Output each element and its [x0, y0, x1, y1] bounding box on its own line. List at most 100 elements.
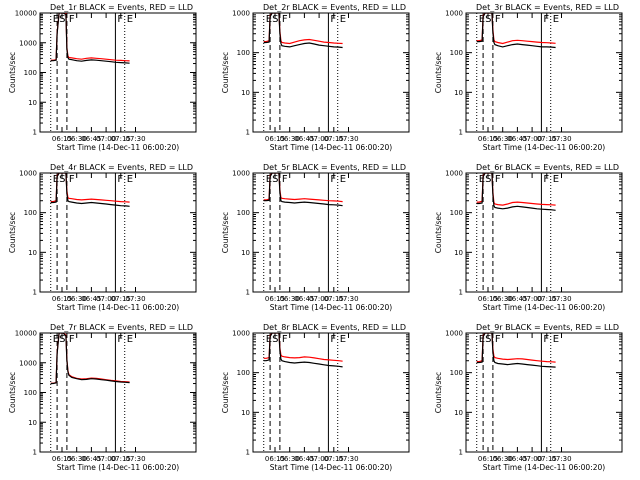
y-tick-label: 10: [454, 249, 463, 257]
event-marker-label: F: [69, 174, 75, 185]
y-tick-label: 100: [237, 49, 250, 57]
x-tick-label: 06:30: [493, 135, 513, 143]
event-marker-label: E: [479, 174, 485, 185]
event-marker-label: S: [59, 334, 65, 345]
x-tick-label: 07:00: [522, 135, 542, 143]
y-tick-label: 100: [24, 209, 37, 217]
panel-title: Det_3r BLACK = Events, RED = LLD: [476, 3, 619, 12]
x-tick-label: 06:45: [81, 295, 101, 303]
panel-title: Det_2r BLACK = Events, RED = LLD: [263, 3, 406, 12]
event-marker-label: S: [272, 334, 278, 345]
plot-frame: [39, 332, 197, 453]
y-axis-label: Counts/sec: [8, 372, 17, 413]
y-tick-label: 1: [33, 129, 37, 137]
event-marker-label: F: [282, 174, 288, 185]
x-tick-label: 07:30: [338, 135, 358, 143]
x-axis-label: Start Time (14-Dec-11 06:00:20): [270, 463, 392, 472]
x-tick-label: 06:30: [280, 295, 300, 303]
event-marker-label: F: [543, 334, 549, 345]
event-marker-label: S: [272, 174, 278, 185]
detector-panel-7: Det_7r BLACK = Events, RED = LLD 1 10 100 10…: [8, 323, 197, 472]
x-tick-label: 06:30: [67, 295, 87, 303]
plot-frame: [465, 332, 623, 453]
x-tick-label: 06:30: [280, 135, 300, 143]
x-tick-label: 06:15: [265, 135, 285, 143]
x-tick-label: 06:45: [507, 455, 527, 463]
y-tick-label: 100: [24, 69, 37, 77]
event-marker-label: F: [69, 334, 75, 345]
series-line-events: [263, 173, 343, 207]
series-line-events: [263, 13, 343, 49]
x-tick-label: 07:00: [96, 295, 116, 303]
x-tick-label: 06:45: [81, 455, 101, 463]
x-tick-label: 06:15: [478, 455, 498, 463]
y-tick-label: 1: [246, 449, 250, 457]
x-tick-label: 07:00: [309, 295, 329, 303]
x-tick-label: 07:15: [537, 455, 557, 463]
x-tick-label: 06:45: [81, 135, 101, 143]
x-tick-label: 06:30: [493, 295, 513, 303]
x-axis-label: Start Time (14-Dec-11 06:00:20): [57, 143, 179, 152]
plot-frame: [39, 12, 197, 133]
y-tick-label: 1: [246, 129, 250, 137]
x-tick-label: 06:45: [507, 135, 527, 143]
x-tick-label: 07:00: [522, 455, 542, 463]
x-axis-label: Start Time (14-Dec-11 06:00:20): [270, 143, 392, 152]
y-tick-label: 1: [459, 129, 463, 137]
x-tick-label: 06:45: [294, 135, 314, 143]
event-marker-label: S: [272, 14, 278, 25]
y-tick-label: 1: [246, 289, 250, 297]
event-marker-label: S: [59, 174, 65, 185]
y-tick-label: 10: [28, 419, 37, 427]
panel-title: Det_7r BLACK = Events, RED = LLD: [50, 323, 193, 332]
y-tick-label: 1000: [19, 39, 37, 47]
x-tick-label: 06:45: [294, 455, 314, 463]
event-marker-label: E: [553, 14, 559, 25]
panel-title: Det_5r BLACK = Events, RED = LLD: [263, 163, 406, 172]
event-marker-label: E: [553, 174, 559, 185]
x-tick-label: 06:15: [52, 295, 72, 303]
y-axis-label: Counts/sec: [434, 212, 443, 253]
detector-panel-8: Det_8r BLACK = Events, RED = LLD 1 10 100 10…: [221, 323, 410, 472]
event-marker-label: E: [53, 334, 59, 345]
event-marker-label: F: [543, 174, 549, 185]
event-marker-label: S: [59, 14, 65, 25]
y-axis-label: Counts/sec: [434, 372, 443, 413]
series-line-events: [263, 333, 343, 368]
x-tick-label: 07:15: [111, 135, 131, 143]
event-marker-label: F: [117, 334, 123, 345]
x-tick-label: 07:30: [551, 295, 571, 303]
y-tick-label: 100: [237, 209, 250, 217]
event-marker-label: F: [117, 174, 123, 185]
event-marker-label: E: [479, 14, 485, 25]
y-axis-label: Counts/sec: [8, 52, 17, 93]
event-marker-label: E: [266, 334, 272, 345]
x-tick-label: 07:15: [537, 295, 557, 303]
x-axis-label: Start Time (14-Dec-11 06:00:20): [483, 143, 605, 152]
event-marker-label: F: [69, 14, 75, 25]
x-tick-label: 06:15: [478, 295, 498, 303]
event-marker-label: E: [479, 334, 485, 345]
event-marker-label: E: [340, 14, 346, 25]
y-tick-label: 10000: [15, 330, 37, 338]
y-tick-label: 100: [24, 389, 37, 397]
y-tick-label: 1000: [232, 330, 250, 338]
event-marker-label: F: [282, 334, 288, 345]
event-marker-label: E: [266, 14, 272, 25]
y-tick-label: 10: [28, 249, 37, 257]
x-tick-label: 07:00: [522, 295, 542, 303]
detector-panel-5: Det_5r BLACK = Events, RED = LLD 1 10 100 10…: [221, 163, 410, 312]
x-tick-label: 07:30: [125, 455, 145, 463]
y-axis-label: Counts/sec: [8, 212, 17, 253]
plot-frame: [39, 172, 197, 293]
x-tick-label: 07:00: [96, 135, 116, 143]
y-tick-label: 10: [241, 249, 250, 257]
y-tick-label: 1000: [232, 170, 250, 178]
detector-panel-3: Det_3r BLACK = Events, RED = LLD 1 10 100 10…: [434, 3, 623, 152]
y-tick-label: 1000: [19, 170, 37, 178]
event-marker-label: F: [543, 14, 549, 25]
x-tick-label: 07:30: [551, 455, 571, 463]
event-marker-label: S: [485, 334, 491, 345]
x-tick-label: 07:15: [324, 135, 344, 143]
